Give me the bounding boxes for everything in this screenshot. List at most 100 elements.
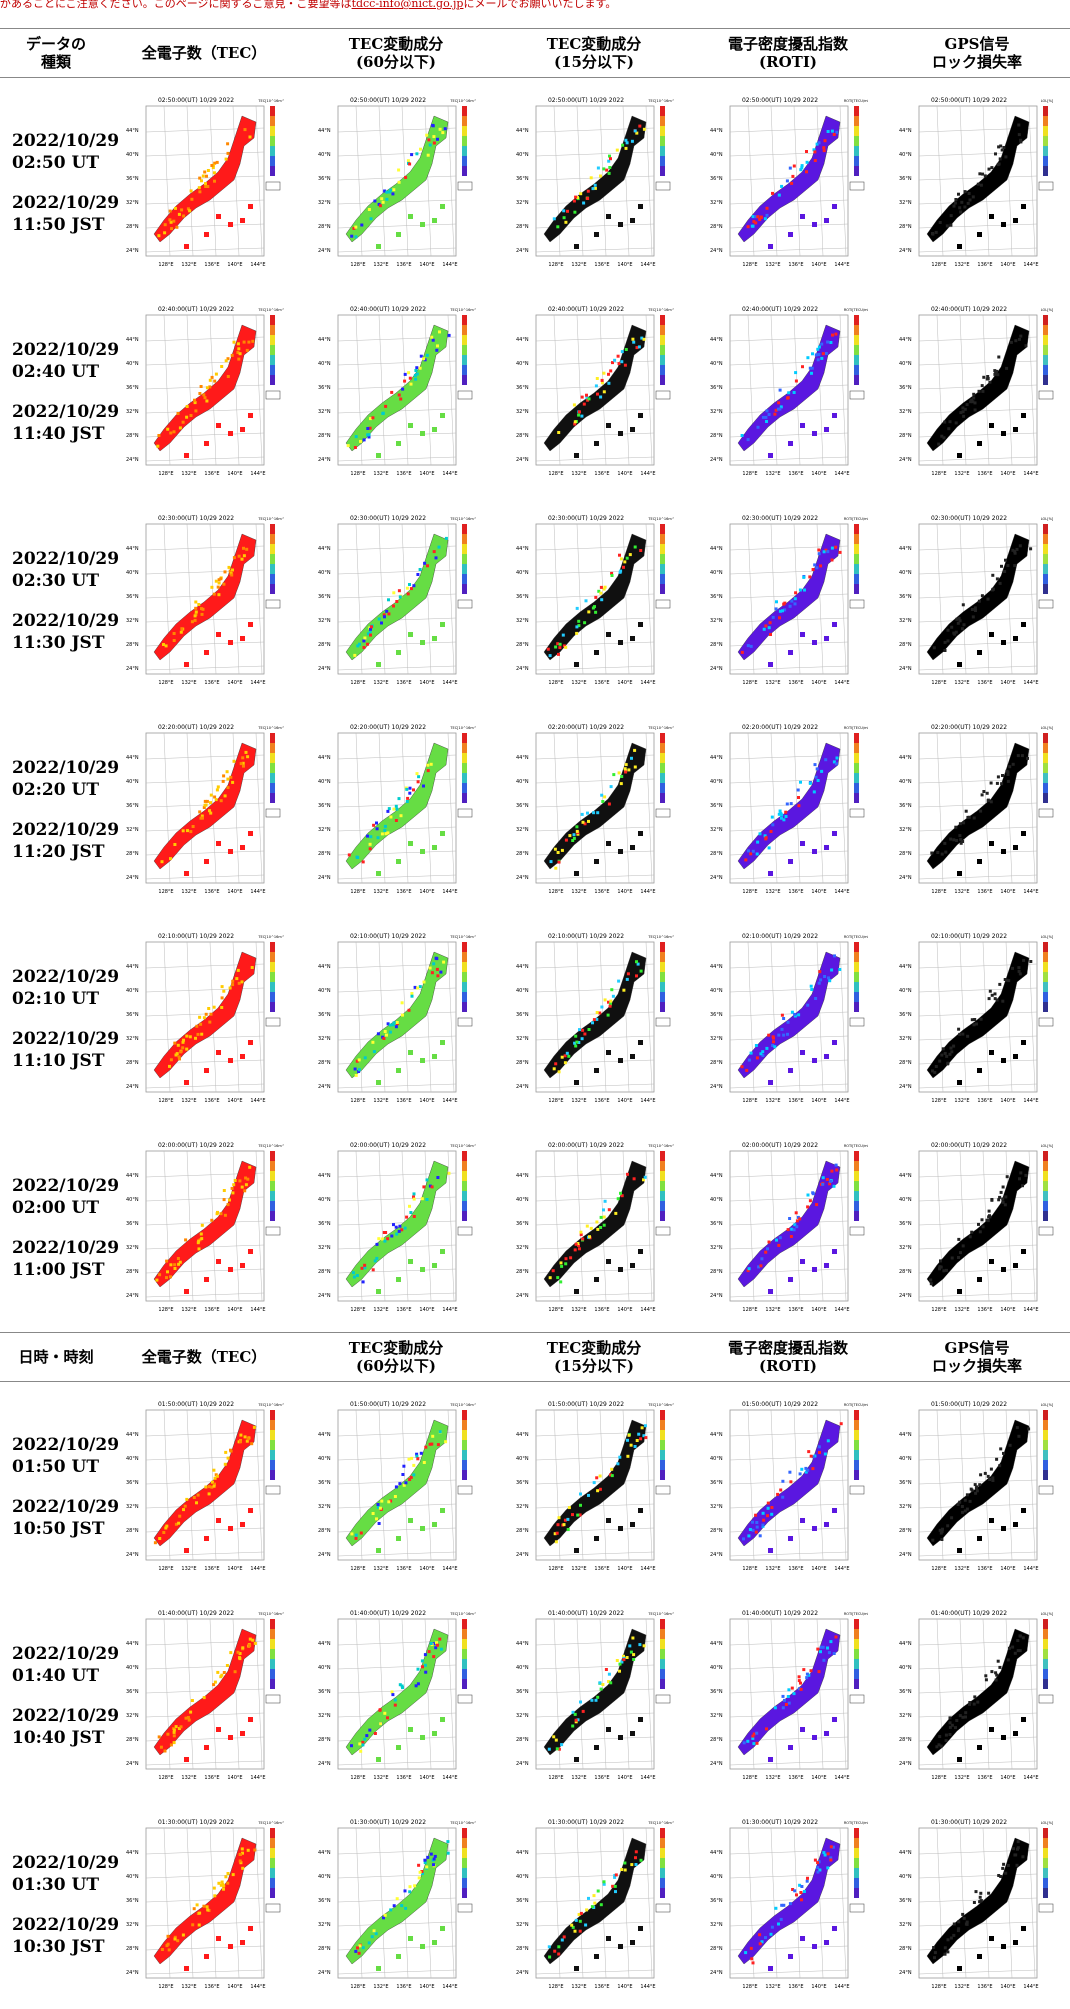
map-link[interactable]: 02:10:00(UT) 10/29 2022 TEC[10^16m^-2] 44°…: [124, 930, 284, 1108]
nict-logo: [849, 390, 865, 399]
map-link[interactable]: 01:50:00(UT) 10/29 2022 TEC[10^16m^-2] 44°…: [316, 1398, 476, 1576]
map-link[interactable]: 01:40:00(UT) 10/29 2022 TEC[10^16m^-2] 44°…: [124, 1607, 284, 1785]
lat-label: 28°N: [710, 1269, 723, 1275]
lat-label: 36°N: [710, 176, 723, 182]
map-link[interactable]: 02:10:00(UT) 10/29 2022 TEC[10^16m^-2] 44°…: [514, 930, 674, 1108]
map-link[interactable]: 01:50:00(UT) 10/29 2022 TEC[10^16m^-2] 44°…: [124, 1398, 284, 1576]
map-link[interactable]: 01:40:00(UT) 10/29 2022 TEC[10^16m^-2] 44°…: [316, 1607, 476, 1785]
lat-label: 28°N: [516, 642, 529, 648]
lon-label: 132°E: [571, 1566, 586, 1572]
nict-logo: [265, 808, 281, 817]
map-link[interactable]: 01:50:00(UT) 10/29 2022 TEC[10^16m^-2] 44°…: [514, 1398, 674, 1576]
map-link[interactable]: 02:00:00(UT) 10/29 2022 ROTI[TECU/min] 44°…: [708, 1139, 868, 1317]
map-link[interactable]: 02:20:00(UT) 10/29 2022 TEC[10^16m^-2] 44°…: [316, 721, 476, 899]
map-link[interactable]: 02:20:00(UT) 10/29 2022 TEC[10^16m^-2] 44°…: [514, 721, 674, 899]
map-title: 02:00:00(UT) 10/29 2022: [158, 1142, 234, 1149]
map-link[interactable]: 02:00:00(UT) 10/29 2022 TEC[10^16m^-2] 44°…: [316, 1139, 476, 1317]
lon-label: 132°E: [765, 1098, 780, 1104]
lon-label: 136°E: [977, 889, 992, 895]
map-link[interactable]: 02:50:00(UT) 10/29 2022 TEC[10^16m^-2] 44°…: [124, 94, 284, 272]
lon-label: 136°E: [396, 1566, 411, 1572]
map-link[interactable]: 02:30:00(UT) 10/29 2022 TEC[10^16m^-2] 44°…: [316, 512, 476, 690]
lat-label: 44°N: [126, 1173, 139, 1179]
map-link[interactable]: 01:40:00(UT) 10/29 2022 LOL[%] 44°N 40°N 36°…: [897, 1607, 1057, 1785]
map-link[interactable]: 02:40:00(UT) 10/29 2022 ROTI[TECU/min] 44°…: [708, 303, 868, 481]
lat-label: 28°N: [318, 1528, 331, 1534]
lat-label: 40°N: [899, 988, 912, 994]
map-image: 01:50:00(UT) 10/29 2022 TEC[10^16m^-2] 44°…: [126, 1401, 284, 1572]
lat-label: 24°N: [516, 1552, 529, 1558]
map-link[interactable]: 02:40:00(UT) 10/29 2022 LOL[%] 44°N 40°N 36°…: [897, 303, 1057, 481]
ut-time: 01:40 UT: [12, 1665, 99, 1686]
map-link[interactable]: 02:40:00(UT) 10/29 2022 TEC[10^16m^-2] 44°…: [124, 303, 284, 481]
map-link[interactable]: 02:10:00(UT) 10/29 2022 TEC[10^16m^-2] 44°…: [316, 930, 476, 1108]
lat-label: 24°N: [318, 666, 331, 672]
map-link[interactable]: 01:30:00(UT) 10/29 2022 TEC[10^16m^-2] 44°…: [316, 1816, 476, 1994]
map-image: 02:00:00(UT) 10/29 2022 TEC[10^16m^-2] 44°…: [516, 1142, 674, 1313]
map-link[interactable]: 02:30:00(UT) 10/29 2022 ROTI[TECU/min] 44°…: [708, 512, 868, 690]
map-link[interactable]: 02:20:00(UT) 10/29 2022 ROTI[TECU/min] 44°…: [708, 721, 868, 899]
lat-label: 36°N: [516, 1898, 529, 1904]
map-link[interactable]: 02:00:00(UT) 10/29 2022 TEC[10^16m^-2] 44°…: [514, 1139, 674, 1317]
lat-label: 24°N: [516, 875, 529, 881]
map-link[interactable]: 01:40:00(UT) 10/29 2022 ROTI[TECU/min] 44°…: [708, 1607, 868, 1785]
lat-label: 36°N: [126, 176, 139, 182]
lon-label: 144°E: [640, 1775, 655, 1781]
lon-label: 136°E: [396, 1098, 411, 1104]
map-cell-tec15: 02:20:00(UT) 10/29 2022 TEC[10^16m^-2] 44°…: [496, 705, 692, 914]
jst-time: 11:00 JST: [12, 1259, 105, 1280]
map-link[interactable]: 02:10:00(UT) 10/29 2022 LOL[%] 44°N 40°N 36°…: [897, 930, 1057, 1108]
lat-label: 44°N: [710, 128, 723, 134]
lat-label: 36°N: [318, 1012, 331, 1018]
map-link[interactable]: 02:10:00(UT) 10/29 2022 ROTI[TECU/min] 44°…: [708, 930, 868, 1108]
lon-label: 132°E: [765, 262, 780, 268]
lat-label: 32°N: [899, 200, 912, 206]
contact-email-link[interactable]: tdcc-info@nict.go.jp: [351, 0, 464, 10]
map-link[interactable]: 02:30:00(UT) 10/29 2022 TEC[10^16m^-2] 44°…: [124, 512, 284, 690]
map-link[interactable]: 02:00:00(UT) 10/29 2022 LOL[%] 44°N 40°N 36°…: [897, 1139, 1057, 1317]
map-link[interactable]: 01:30:00(UT) 10/29 2022 TEC[10^16m^-2] 44°…: [514, 1816, 674, 1994]
map-link[interactable]: 01:50:00(UT) 10/29 2022 ROTI[TECU/min] 44°…: [708, 1398, 868, 1576]
nict-logo: [849, 1485, 865, 1494]
map-link[interactable]: 02:50:00(UT) 10/29 2022 TEC[10^16m^-2] 44°…: [514, 94, 674, 272]
nict-logo: [265, 1226, 281, 1235]
map-cell-roti: 01:30:00(UT) 10/29 2022 ROTI[TECU/min] 44°…: [692, 1800, 884, 2009]
lat-label: 32°N: [126, 1036, 139, 1042]
lat-label: 40°N: [126, 779, 139, 785]
lon-label: 136°E: [788, 1566, 803, 1572]
lon-label: 140°E: [1000, 262, 1015, 268]
map-link[interactable]: 02:40:00(UT) 10/29 2022 TEC[10^16m^-2] 44°…: [316, 303, 476, 481]
lat-label: 40°N: [710, 361, 723, 367]
map-image: 01:50:00(UT) 10/29 2022 ROTI[TECU/min] 44°…: [710, 1401, 868, 1572]
map-link[interactable]: 02:30:00(UT) 10/29 2022 TEC[10^16m^-2] 44°…: [514, 512, 674, 690]
colorbar-unit: LOL[%]: [1041, 935, 1054, 939]
lat-label: 28°N: [516, 224, 529, 230]
map-link[interactable]: 01:30:00(UT) 10/29 2022 LOL[%] 44°N 40°N 36°…: [897, 1816, 1057, 1994]
lat-label: 36°N: [318, 594, 331, 600]
lon-label: 136°E: [396, 1307, 411, 1313]
map-link[interactable]: 02:40:00(UT) 10/29 2022 TEC[10^16m^-2] 44°…: [514, 303, 674, 481]
map-title: 02:20:00(UT) 10/29 2022: [742, 724, 818, 731]
map-link[interactable]: 02:20:00(UT) 10/29 2022 LOL[%] 44°N 40°N 36°…: [897, 721, 1057, 899]
lat-label: 44°N: [899, 755, 912, 761]
lat-label: 44°N: [516, 1173, 529, 1179]
map-image: 02:00:00(UT) 10/29 2022 TEC[10^16m^-2] 44°…: [126, 1142, 284, 1313]
map-link[interactable]: 02:30:00(UT) 10/29 2022 LOL[%] 44°N 40°N 36°…: [897, 512, 1057, 690]
map-cell-roti: 02:00:00(UT) 10/29 2022 ROTI[TECU/min] 44°…: [692, 1123, 884, 1333]
map-link[interactable]: 02:50:00(UT) 10/29 2022 ROTI[TECU/min] 44°…: [708, 94, 868, 272]
nict-logo: [849, 1017, 865, 1026]
lat-label: 32°N: [710, 827, 723, 833]
nict-logo: [457, 390, 473, 399]
map-link[interactable]: 01:50:00(UT) 10/29 2022 LOL[%] 44°N 40°N 36°…: [897, 1398, 1057, 1576]
map-link[interactable]: 01:40:00(UT) 10/29 2022 TEC[10^16m^-2] 44°…: [514, 1607, 674, 1785]
map-link[interactable]: 02:50:00(UT) 10/29 2022 TEC[10^16m^-2] 44°…: [316, 94, 476, 272]
map-link[interactable]: 02:20:00(UT) 10/29 2022 TEC[10^16m^-2] 44°…: [124, 721, 284, 899]
map-link[interactable]: 02:00:00(UT) 10/29 2022 TEC[10^16m^-2] 44°…: [124, 1139, 284, 1317]
map-link[interactable]: 01:30:00(UT) 10/29 2022 TEC[10^16m^-2] 44°…: [124, 1816, 284, 1994]
map-link[interactable]: 01:30:00(UT) 10/29 2022 ROTI[TECU/min] 44°…: [708, 1816, 868, 1994]
nict-logo: [849, 1903, 865, 1912]
nict-logo: [1038, 1694, 1054, 1703]
table-row: 2022/10/29 02:10 UT 2022/10/29 11:10 JST 02:…: [0, 914, 1070, 1123]
map-link[interactable]: 02:50:00(UT) 10/29 2022 LOL[%] 44°N 40°N 36°…: [897, 94, 1057, 272]
map-cell-roti: 02:50:00(UT) 10/29 2022 ROTI[TECU/min] 44°…: [692, 78, 884, 288]
